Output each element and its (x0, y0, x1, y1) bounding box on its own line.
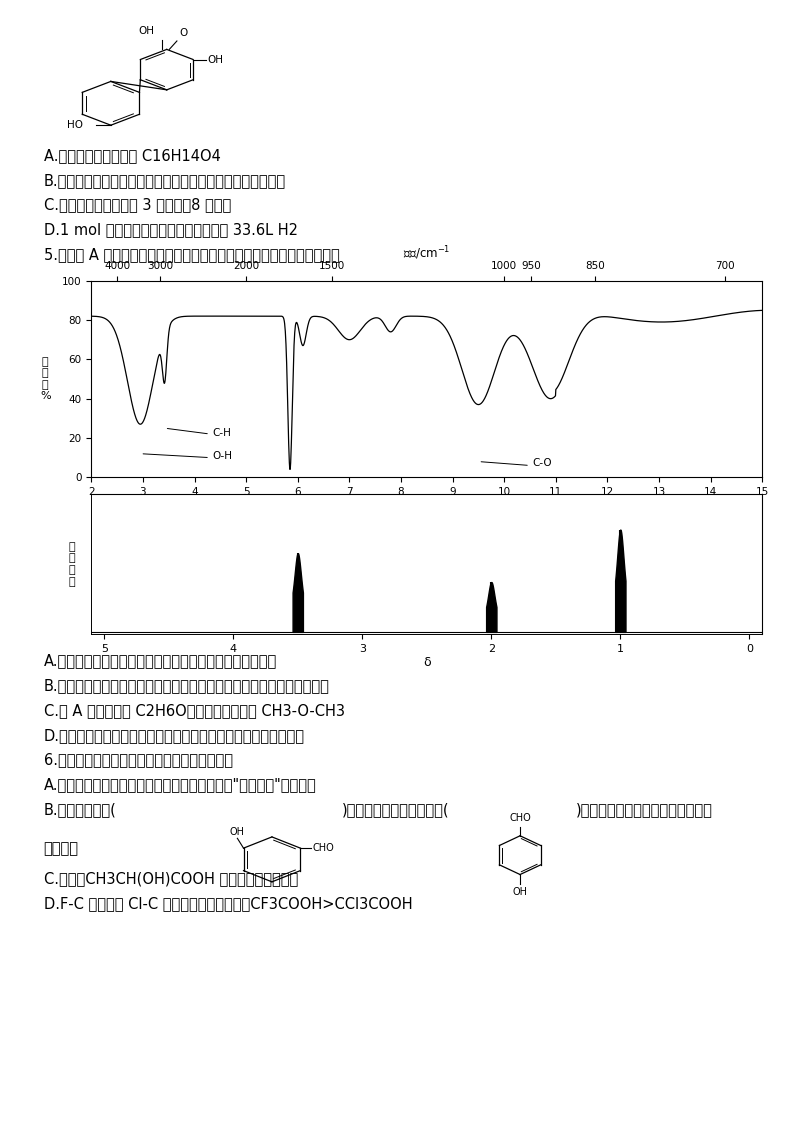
Text: O: O (179, 28, 187, 38)
Text: OH: OH (207, 55, 223, 64)
Text: A.碘易溶于浓碘化钾溶液，甲烷难溶于水都可用"相似相溶"原理解释: A.碘易溶于浓碘化钾溶液，甲烷难溶于水都可用"相似相溶"原理解释 (44, 777, 317, 792)
Text: HO: HO (67, 120, 83, 130)
Text: 6.下列关于分子的结构和性质的描述中正确的是: 6.下列关于分子的结构和性质的描述中正确的是 (44, 752, 233, 767)
Text: D.F-C 的极性比 Cl-C 的极性强，因此酸性：CF3COOH>CCl3COOH: D.F-C 的极性比 Cl-C 的极性强，因此酸性：CF3COOH>CCl3CO… (44, 896, 412, 911)
Text: C.乳酸【CH3CH(OH)COOH 】分子不是手性分子: C.乳酸【CH3CH(OH)COOH 】分子不是手性分子 (44, 871, 298, 886)
Text: CHO: CHO (509, 813, 531, 823)
Text: )，是由于对羟基苯甲醛分子间范德: )，是由于对羟基苯甲醛分子间范德 (576, 802, 712, 816)
X-axis label: 波长/μm: 波长/μm (408, 500, 445, 513)
Text: 华力更强: 华力更强 (44, 841, 79, 857)
Text: A.由红外光谱图可知，该有机物中至少有三种不同的共价键: A.由红外光谱图可知，该有机物中至少有三种不同的共价键 (44, 654, 277, 668)
Text: C.高良姜素分子中含有 3 个羟基，8 个双键: C.高良姜素分子中含有 3 个羟基，8 个双键 (44, 198, 231, 212)
Text: CHO: CHO (313, 843, 334, 853)
X-axis label: δ: δ (423, 656, 430, 668)
Text: B.邻羟基苯甲醛(: B.邻羟基苯甲醛( (44, 802, 117, 816)
Text: C-H: C-H (213, 428, 232, 438)
Text: D.1 mol 高良姜素与足量的钠反应可生成 33.6L H2: D.1 mol 高良姜素与足量的钠反应可生成 33.6L H2 (44, 222, 298, 237)
X-axis label: 波数/cm$^{-1}$: 波数/cm$^{-1}$ (403, 245, 450, 263)
Y-axis label: 透
过
率
%: 透 过 率 % (40, 357, 51, 401)
Text: OH: OH (230, 827, 245, 837)
Text: O-H: O-H (213, 450, 233, 460)
Text: A.高良姜素的分子式为 C16H14O4: A.高良姜素的分子式为 C16H14O4 (44, 148, 221, 163)
Text: C-O: C-O (533, 458, 552, 468)
Text: D.由其核磁共振氢谱可知其分子中不同化学环境的氢原子的个数比: D.由其核磁共振氢谱可知其分子中不同化学环境的氢原子的个数比 (44, 728, 305, 742)
Text: )的沸点低于对羟基苯甲醛(: )的沸点低于对羟基苯甲醛( (341, 802, 449, 816)
Text: B.由核磁共振氢谱图可知，该有机物分子中有三种不同化学环境的氢原子: B.由核磁共振氢谱图可知，该有机物分子中有三种不同化学环境的氢原子 (44, 678, 330, 693)
Text: B.高良姜素能与碳酸钠溶液、溴水、酸性高锰酸钾溶液等反应: B.高良姜素能与碳酸钠溶液、溴水、酸性高锰酸钾溶液等反应 (44, 173, 286, 188)
Text: OH: OH (138, 26, 154, 36)
Y-axis label: 吸
收
强
度: 吸 收 强 度 (68, 542, 75, 586)
Text: OH: OH (513, 887, 527, 897)
Text: 5.有机物 A 的红外光谱和核磁共振氢谱如下图所示，下列说法中错误的是: 5.有机物 A 的红外光谱和核磁共振氢谱如下图所示，下列说法中错误的是 (44, 247, 339, 262)
Text: C.若 A 的化学式为 C2H6O，则其结构简式为 CH3-O-CH3: C.若 A 的化学式为 C2H6O，则其结构简式为 CH3-O-CH3 (44, 703, 345, 718)
